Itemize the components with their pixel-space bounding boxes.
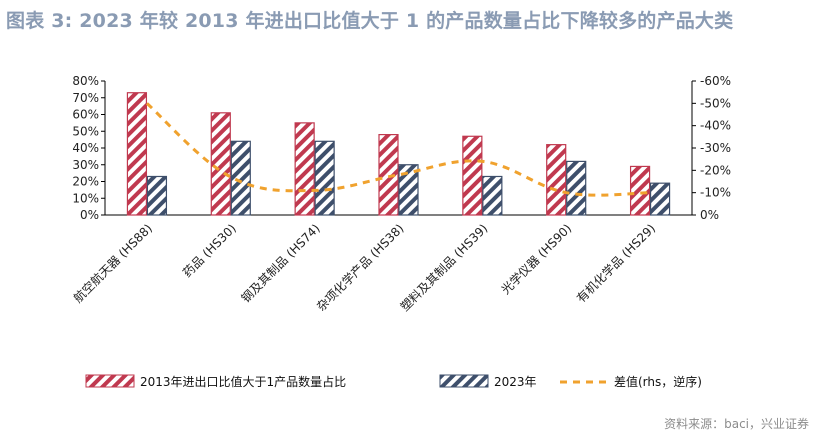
bar-2013 — [378, 134, 399, 216]
right-tick-label: -30% — [700, 141, 731, 155]
right-tick-label: -50% — [700, 96, 731, 110]
bar-2023 — [230, 140, 251, 216]
x-tick-label: 药品 (HS30) — [180, 221, 239, 280]
axes: 0% 10% 20% 30% 40% 50% 60% 70% 80% 0% -10% -20% -30%… — [72, 74, 731, 222]
bars-group — [126, 92, 671, 216]
x-tick-label: 杂项化学产品 (HS38) — [313, 221, 406, 314]
source-note: 资料来源：baci，兴业证券 — [664, 417, 809, 431]
left-tick-label: 20% — [72, 175, 99, 189]
bar-2013 — [294, 122, 315, 216]
bar-2013 — [126, 92, 148, 216]
chart-title: 图表 3: 2023 年较 2013 年进出口比值大于 1 的产品数量占比下降较… — [6, 10, 734, 32]
legend-label-2013: 2013年进出口比值大于1产品数量占比 — [140, 374, 346, 389]
legend-label-diff: 差值(rhs，逆序) — [614, 374, 702, 389]
bar-2013 — [210, 112, 231, 216]
x-tick-label: 有机化学品 (HS29) — [573, 221, 658, 306]
left-tick-label: 30% — [72, 158, 99, 172]
right-tick-label: -20% — [700, 163, 731, 177]
left-tick-label: 80% — [72, 74, 99, 88]
left-tick-label: 70% — [72, 91, 99, 105]
bar-2013 — [546, 144, 567, 216]
x-tick-label: 塑料及其制品 (HS39) — [397, 221, 490, 314]
bar-2023 — [566, 160, 587, 216]
left-tick-label: 50% — [72, 124, 99, 138]
diff-line — [145, 102, 651, 197]
left-tick-label: 0% — [80, 208, 99, 222]
diff-line-group — [145, 102, 651, 197]
left-tick-label: 60% — [72, 108, 99, 122]
right-tick-label: -10% — [700, 186, 731, 200]
bar-2013 — [462, 135, 483, 216]
right-tick-label: -60% — [700, 74, 731, 88]
bar-2013 — [629, 165, 651, 216]
right-tick-label: 0% — [700, 208, 719, 222]
legend: 2013年进出口比值大于1产品数量占比 2023年 差值(rhs，逆序) — [85, 374, 702, 389]
bar-2023 — [146, 175, 168, 216]
bar-2023 — [314, 140, 335, 216]
bar-2023 — [398, 164, 419, 216]
left-tick-label: 40% — [72, 141, 99, 155]
legend-swatch-2023 — [439, 374, 489, 388]
right-tick-label: -40% — [700, 119, 731, 133]
x-tick-label: 光学仪器 (HS90) — [498, 221, 574, 297]
bar-2023 — [482, 175, 503, 216]
x-axis-labels: 航空航天器 (HS88) 药品 (HS30) 钢及其制品 (HS74)杂项化学产品 … — [70, 221, 658, 314]
legend-swatch-2013 — [85, 374, 135, 388]
bar-2023 — [649, 182, 671, 216]
left-tick-label: 10% — [72, 191, 99, 205]
legend-label-2023: 2023年 — [494, 375, 537, 389]
x-tick-label: 钢及其制品 (HS74) — [239, 221, 323, 305]
x-tick-label: 航空航天器 (HS88) — [70, 221, 155, 306]
